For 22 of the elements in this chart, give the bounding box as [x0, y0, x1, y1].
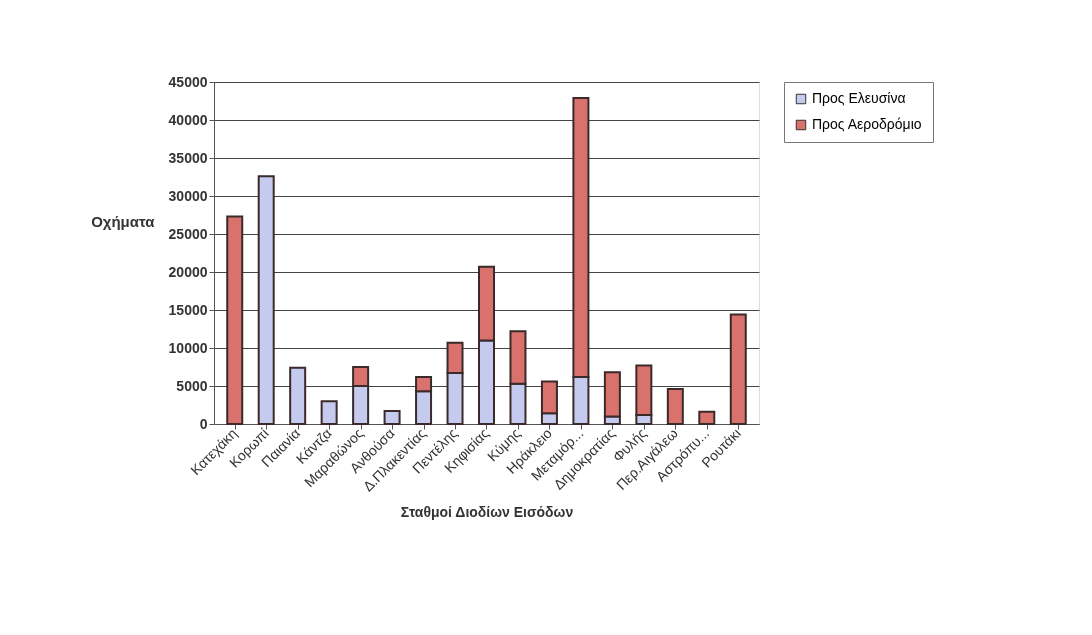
y-tick-label: 0 — [199, 415, 208, 432]
bar — [320, 400, 338, 425]
y-axis-title: Οχήματα — [91, 212, 156, 230]
bar — [698, 410, 716, 425]
legend-label: Προς Αεροδρόμιο — [812, 116, 922, 132]
bar — [257, 175, 275, 425]
bar — [729, 313, 747, 425]
bar — [226, 215, 244, 425]
y-tick-label: 30000 — [168, 187, 208, 204]
bar — [289, 366, 307, 425]
x-axis-title: Σταθμοί Διοδίων Εισόδων — [400, 504, 574, 521]
bar — [383, 410, 401, 425]
y-tick-label: 25000 — [168, 225, 208, 242]
y-tick-label: 40000 — [168, 111, 208, 128]
bar — [666, 388, 684, 425]
legend-label: Προς Ελευσίνα — [812, 90, 906, 106]
y-tick-label: 45000 — [168, 73, 208, 90]
y-tick-label: 5000 — [176, 377, 208, 394]
y-tick-label: 10000 — [168, 339, 208, 356]
y-tick-label: 35000 — [168, 149, 208, 166]
y-tick-label: 15000 — [168, 301, 208, 318]
y-tick-label: 20000 — [168, 263, 208, 280]
